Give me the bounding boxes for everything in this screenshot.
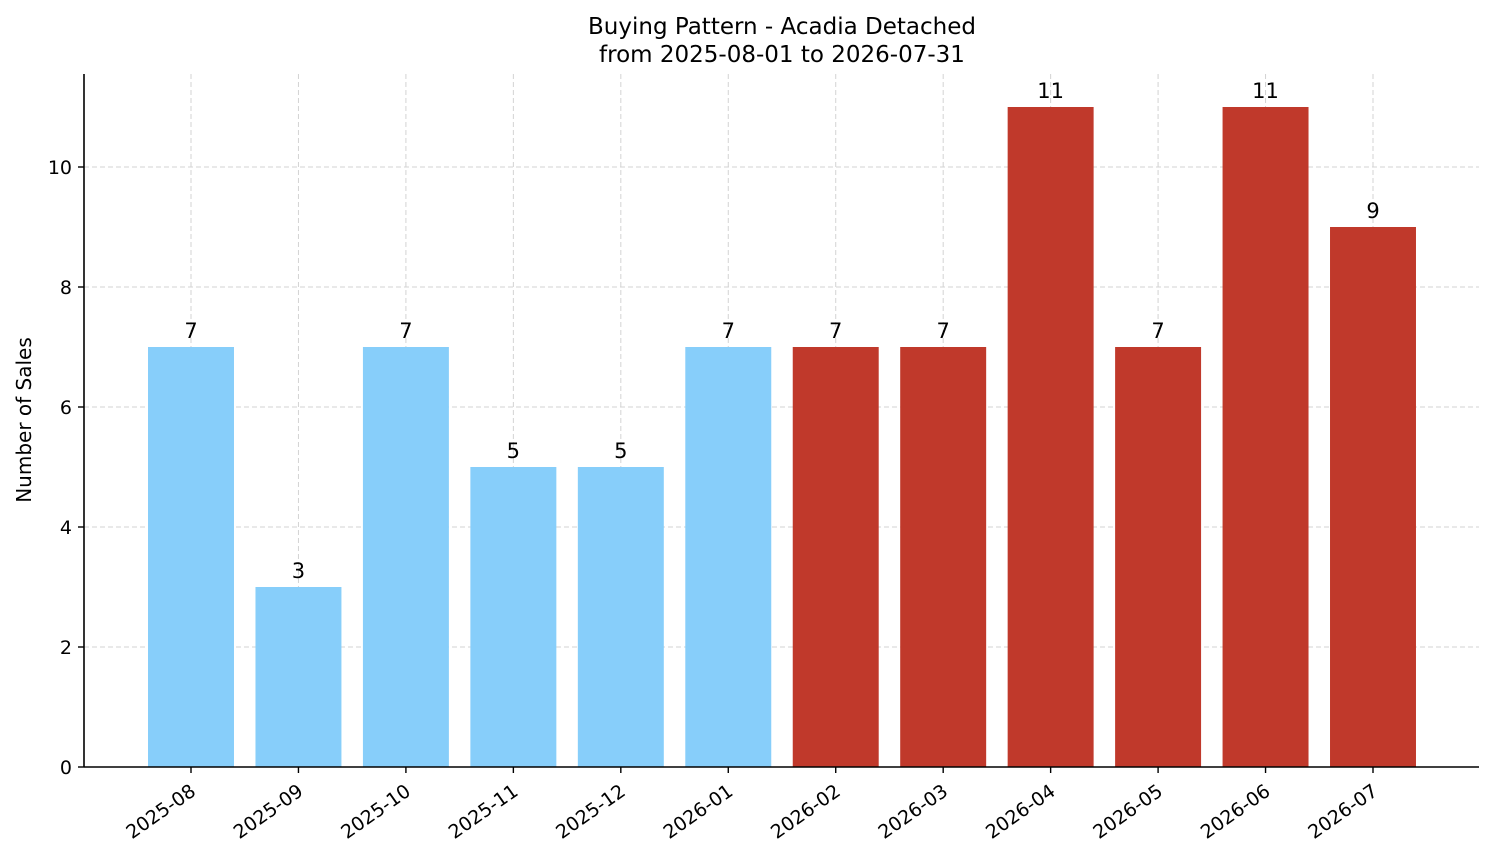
bar-2026-03	[900, 347, 987, 767]
x-tick-label: 2025-12	[552, 780, 630, 844]
bar-2025-09	[255, 587, 342, 767]
x-tick-label: 2026-03	[874, 780, 952, 844]
x-tick-label: 2025-11	[445, 780, 523, 844]
x-tick-label: 2025-10	[337, 780, 415, 844]
y-tick-label: 6	[60, 397, 72, 419]
bar-2026-01	[685, 347, 772, 767]
data-label-2026-04: 11	[1037, 79, 1064, 103]
bar-2025-11	[470, 467, 557, 767]
bar-2025-10	[362, 347, 449, 767]
bar-2026-02	[792, 347, 879, 767]
y-tick-label: 10	[48, 157, 72, 179]
data-labels-layer: 7 3 7 5 5 7 7 7 11 7 11 9	[184, 79, 1379, 583]
x-tick-label: 2026-02	[767, 780, 845, 844]
chart-title: Buying Pattern - Acadia Detached	[588, 14, 976, 40]
x-tick-label: 2026-07	[1304, 780, 1382, 844]
y-tick-label: 8	[60, 277, 72, 299]
x-tick-label: 2026-04	[982, 780, 1060, 844]
x-tick-label: 2025-08	[122, 780, 200, 844]
bar-2026-07	[1330, 227, 1416, 767]
x-tick-label: 2026-06	[1197, 780, 1275, 844]
chart-subtitle: from 2025-08-01 to 2026-07-31	[599, 42, 965, 68]
data-label-2025-11: 5	[507, 439, 520, 463]
data-label-2026-03: 7	[936, 319, 949, 343]
data-label-2025-12: 5	[614, 439, 627, 463]
y-tick-label: 4	[60, 517, 72, 539]
x-tick-label: 2025-09	[230, 780, 308, 844]
data-label-2025-08: 7	[184, 319, 197, 343]
x-tick-label: 2026-01	[659, 780, 737, 844]
data-label-2026-02: 7	[829, 319, 842, 343]
data-label-2026-06: 11	[1252, 79, 1279, 103]
bar-2026-06	[1222, 107, 1309, 767]
bars-layer	[148, 107, 1416, 767]
y-axis-label: Number of Sales	[12, 337, 36, 503]
data-label-2025-10: 7	[399, 319, 412, 343]
x-tick-label: 2026-05	[1089, 780, 1167, 844]
bar-2026-05	[1115, 347, 1202, 767]
bar-2026-04	[1007, 107, 1094, 767]
y-tick-label: 2	[60, 637, 72, 659]
data-label-2026-01: 7	[722, 319, 735, 343]
data-label-2025-09: 3	[292, 559, 305, 583]
bar-2025-12	[577, 467, 664, 767]
bar-2025-08	[148, 347, 234, 767]
data-label-2026-07: 9	[1366, 199, 1379, 223]
y-tick-label: 0	[60, 757, 72, 779]
data-label-2026-05: 7	[1151, 319, 1164, 343]
